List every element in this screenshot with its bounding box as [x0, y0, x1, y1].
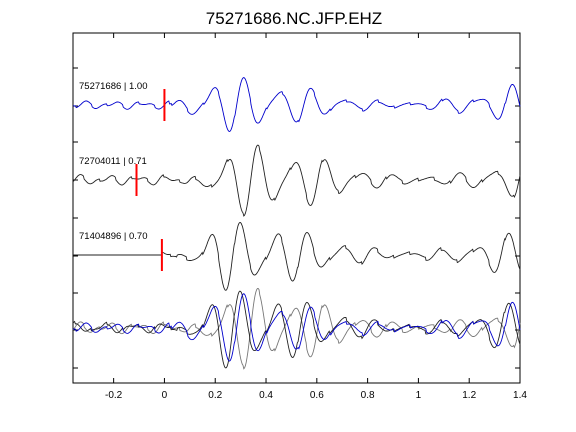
chart-title: 75271686.NC.JFP.EHZ	[206, 9, 382, 28]
trace-label: 75271686 | 1.00	[79, 81, 148, 92]
trace-labels: 75271686 | 1.00 72704011 | 0.71 71404896 |…	[79, 81, 148, 242]
x-tick-label: 0.2	[208, 390, 222, 401]
trace-line	[73, 76, 521, 133]
x-tick-label: 1	[416, 390, 422, 401]
overlay-trace-blue	[72, 293, 521, 362]
x-tick-label: 0.8	[361, 390, 375, 401]
waveform-traces	[72, 76, 521, 370]
pick-markers	[135, 89, 166, 271]
left-axis-ticks	[73, 32, 520, 369]
x-tick-label: 0	[162, 390, 168, 401]
overlay-trace-gray	[72, 288, 521, 370]
x-axis: -0.2 0 0.2 0.4 0.6 0.8 1 1.2 1.4	[105, 33, 527, 401]
trace-label: 72704011 | 0.71	[79, 156, 147, 167]
trace-line	[161, 222, 521, 291]
x-tick-label: 1.2	[462, 390, 476, 401]
trace-line	[72, 144, 521, 217]
x-tick-label: 1.4	[513, 390, 527, 401]
plot-frame	[72, 32, 521, 384]
x-tick-label: 0.6	[310, 390, 324, 401]
trace-label: 71404896 | 0.70	[79, 231, 148, 242]
overlay-trace-dark	[72, 290, 521, 369]
x-tick-label: 0.4	[259, 390, 273, 401]
x-tick-label: -0.2	[105, 390, 123, 401]
